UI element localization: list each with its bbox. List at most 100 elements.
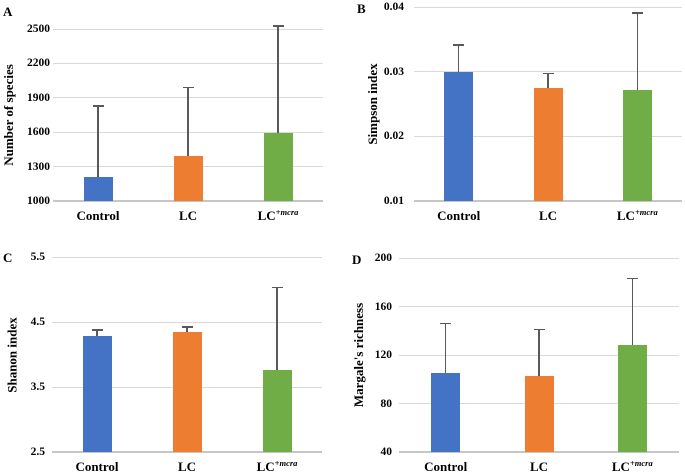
x-category-label-lc-mcra: LC+mcra bbox=[587, 207, 685, 225]
x-category-text: LC bbox=[177, 459, 197, 474]
gridline bbox=[53, 62, 323, 64]
gridline bbox=[414, 71, 682, 73]
y-tick-label: 3.5 bbox=[30, 381, 45, 393]
panel-label-a: A bbox=[3, 4, 13, 19]
error-bar bbox=[97, 105, 99, 177]
error-bar bbox=[547, 73, 549, 89]
y-tick-label: 2.5 bbox=[30, 446, 45, 458]
y-tick-label: 0.02 bbox=[383, 130, 404, 143]
bar-lc bbox=[173, 155, 203, 201]
y-axis-title: Shanon index bbox=[4, 316, 19, 393]
x-category-label-lc-mcra: LC+mcra bbox=[228, 207, 328, 225]
error-bar bbox=[186, 327, 188, 333]
panel-d: D Margale's richness 40 80 120 160 200 Control L… bbox=[342, 237, 685, 475]
bar-lc-mcra bbox=[617, 345, 647, 452]
x-axis-line bbox=[52, 451, 322, 453]
gridline bbox=[53, 28, 323, 30]
error-bar bbox=[277, 26, 279, 133]
x-category-label-control: Control bbox=[47, 459, 147, 474]
panel-label-d: D bbox=[352, 252, 362, 267]
error-bar-cap bbox=[453, 44, 465, 46]
x-category-text: LC bbox=[538, 208, 558, 223]
error-bar bbox=[187, 87, 189, 156]
x-category-superscript: +mcra bbox=[634, 207, 658, 217]
x-category-text: LC bbox=[257, 208, 276, 223]
error-bar bbox=[457, 45, 460, 73]
bar-control bbox=[83, 176, 113, 201]
gridline bbox=[52, 321, 322, 323]
x-category-text: LC bbox=[256, 459, 275, 474]
y-tick-label: 200 bbox=[374, 252, 392, 264]
panel-c: C Shanon index 2.5 3.5 4.5 5.5 Control LC LC+mcr… bbox=[0, 237, 343, 475]
bar-lc bbox=[172, 332, 202, 452]
x-category-text: Control bbox=[424, 459, 468, 474]
x-category-text: LC bbox=[529, 459, 549, 474]
bar-lc-mcra bbox=[262, 370, 292, 452]
x-category-label-control: Control bbox=[396, 459, 496, 474]
y-tick-label: 1900 bbox=[27, 91, 50, 104]
error-bar-cap bbox=[92, 105, 104, 107]
y-axis-title: Simpson index bbox=[365, 63, 380, 145]
error-bar-cap bbox=[626, 277, 638, 280]
x-category-superscript: +mcra bbox=[629, 458, 653, 468]
error-bar bbox=[96, 329, 98, 336]
x-axis-line bbox=[414, 200, 682, 202]
x-category-superscript: +mcra bbox=[274, 458, 298, 468]
bar-control bbox=[444, 72, 474, 201]
x-axis-line bbox=[53, 200, 323, 202]
y-tick-label: 2500 bbox=[27, 23, 50, 35]
y-axis-title: Number of species bbox=[1, 64, 16, 166]
x-category-label-lc: LC bbox=[138, 208, 238, 223]
y-tick-label: 4.5 bbox=[30, 316, 45, 328]
bar-lc-mcra bbox=[263, 132, 293, 201]
gridline bbox=[399, 257, 679, 259]
bar-control bbox=[82, 335, 112, 452]
gridline bbox=[399, 306, 679, 307]
bar-control bbox=[431, 373, 461, 452]
error-bar-cap bbox=[272, 25, 284, 27]
x-category-label-lc: LC bbox=[489, 459, 589, 474]
error-bar bbox=[276, 287, 278, 371]
bar-lc bbox=[533, 88, 563, 201]
gridline bbox=[52, 256, 322, 258]
y-tick-label: 2200 bbox=[27, 57, 50, 70]
x-category-label-lc: LC bbox=[498, 208, 598, 223]
x-axis-line bbox=[399, 451, 679, 453]
bar-lc-mcra bbox=[622, 89, 652, 201]
error-bar-cap bbox=[631, 12, 643, 14]
panel-a: A Number of species 1000 1300 1600 1900 2200 25… bbox=[0, 0, 343, 238]
error-bar-cap bbox=[440, 322, 452, 325]
x-category-text: LC bbox=[616, 208, 635, 223]
y-tick-label: 0.03 bbox=[383, 65, 404, 78]
x-category-text: Control bbox=[437, 208, 481, 223]
x-category-label-lc: LC bbox=[137, 459, 237, 474]
x-category-text: Control bbox=[76, 208, 120, 223]
panel-label-c: C bbox=[3, 250, 13, 265]
error-bar-cap bbox=[91, 329, 103, 331]
y-tick-label: 160 bbox=[374, 300, 392, 313]
y-tick-label: 0.04 bbox=[383, 1, 404, 13]
x-category-text: Control bbox=[75, 459, 119, 474]
error-bar bbox=[538, 329, 540, 376]
x-category-label-lc-mcra: LC+mcra bbox=[227, 458, 327, 475]
y-tick-label: 80 bbox=[380, 397, 393, 410]
error-bar-cap bbox=[533, 328, 545, 331]
error-bar bbox=[636, 12, 639, 90]
y-tick-label: 1000 bbox=[27, 195, 50, 207]
x-category-superscript: +mcra bbox=[275, 207, 299, 217]
x-category-label-control: Control bbox=[48, 208, 148, 223]
error-bar-cap bbox=[542, 72, 554, 75]
y-tick-label: 5.5 bbox=[30, 251, 45, 263]
y-tick-label: 1600 bbox=[27, 126, 50, 139]
y-tick-label: 1300 bbox=[27, 160, 50, 173]
panel-label-b: B bbox=[357, 1, 366, 16]
error-bar-cap bbox=[182, 86, 194, 89]
y-tick-label: 120 bbox=[374, 349, 392, 361]
error-bar-cap bbox=[271, 286, 283, 289]
x-category-text: LC bbox=[178, 208, 198, 223]
bar-lc bbox=[524, 375, 554, 452]
x-category-text: LC bbox=[611, 459, 630, 474]
panel-b: B Simpson index 0.01 0.02 0.03 0.04 Control LC L… bbox=[342, 0, 685, 238]
error-bar bbox=[444, 323, 447, 374]
